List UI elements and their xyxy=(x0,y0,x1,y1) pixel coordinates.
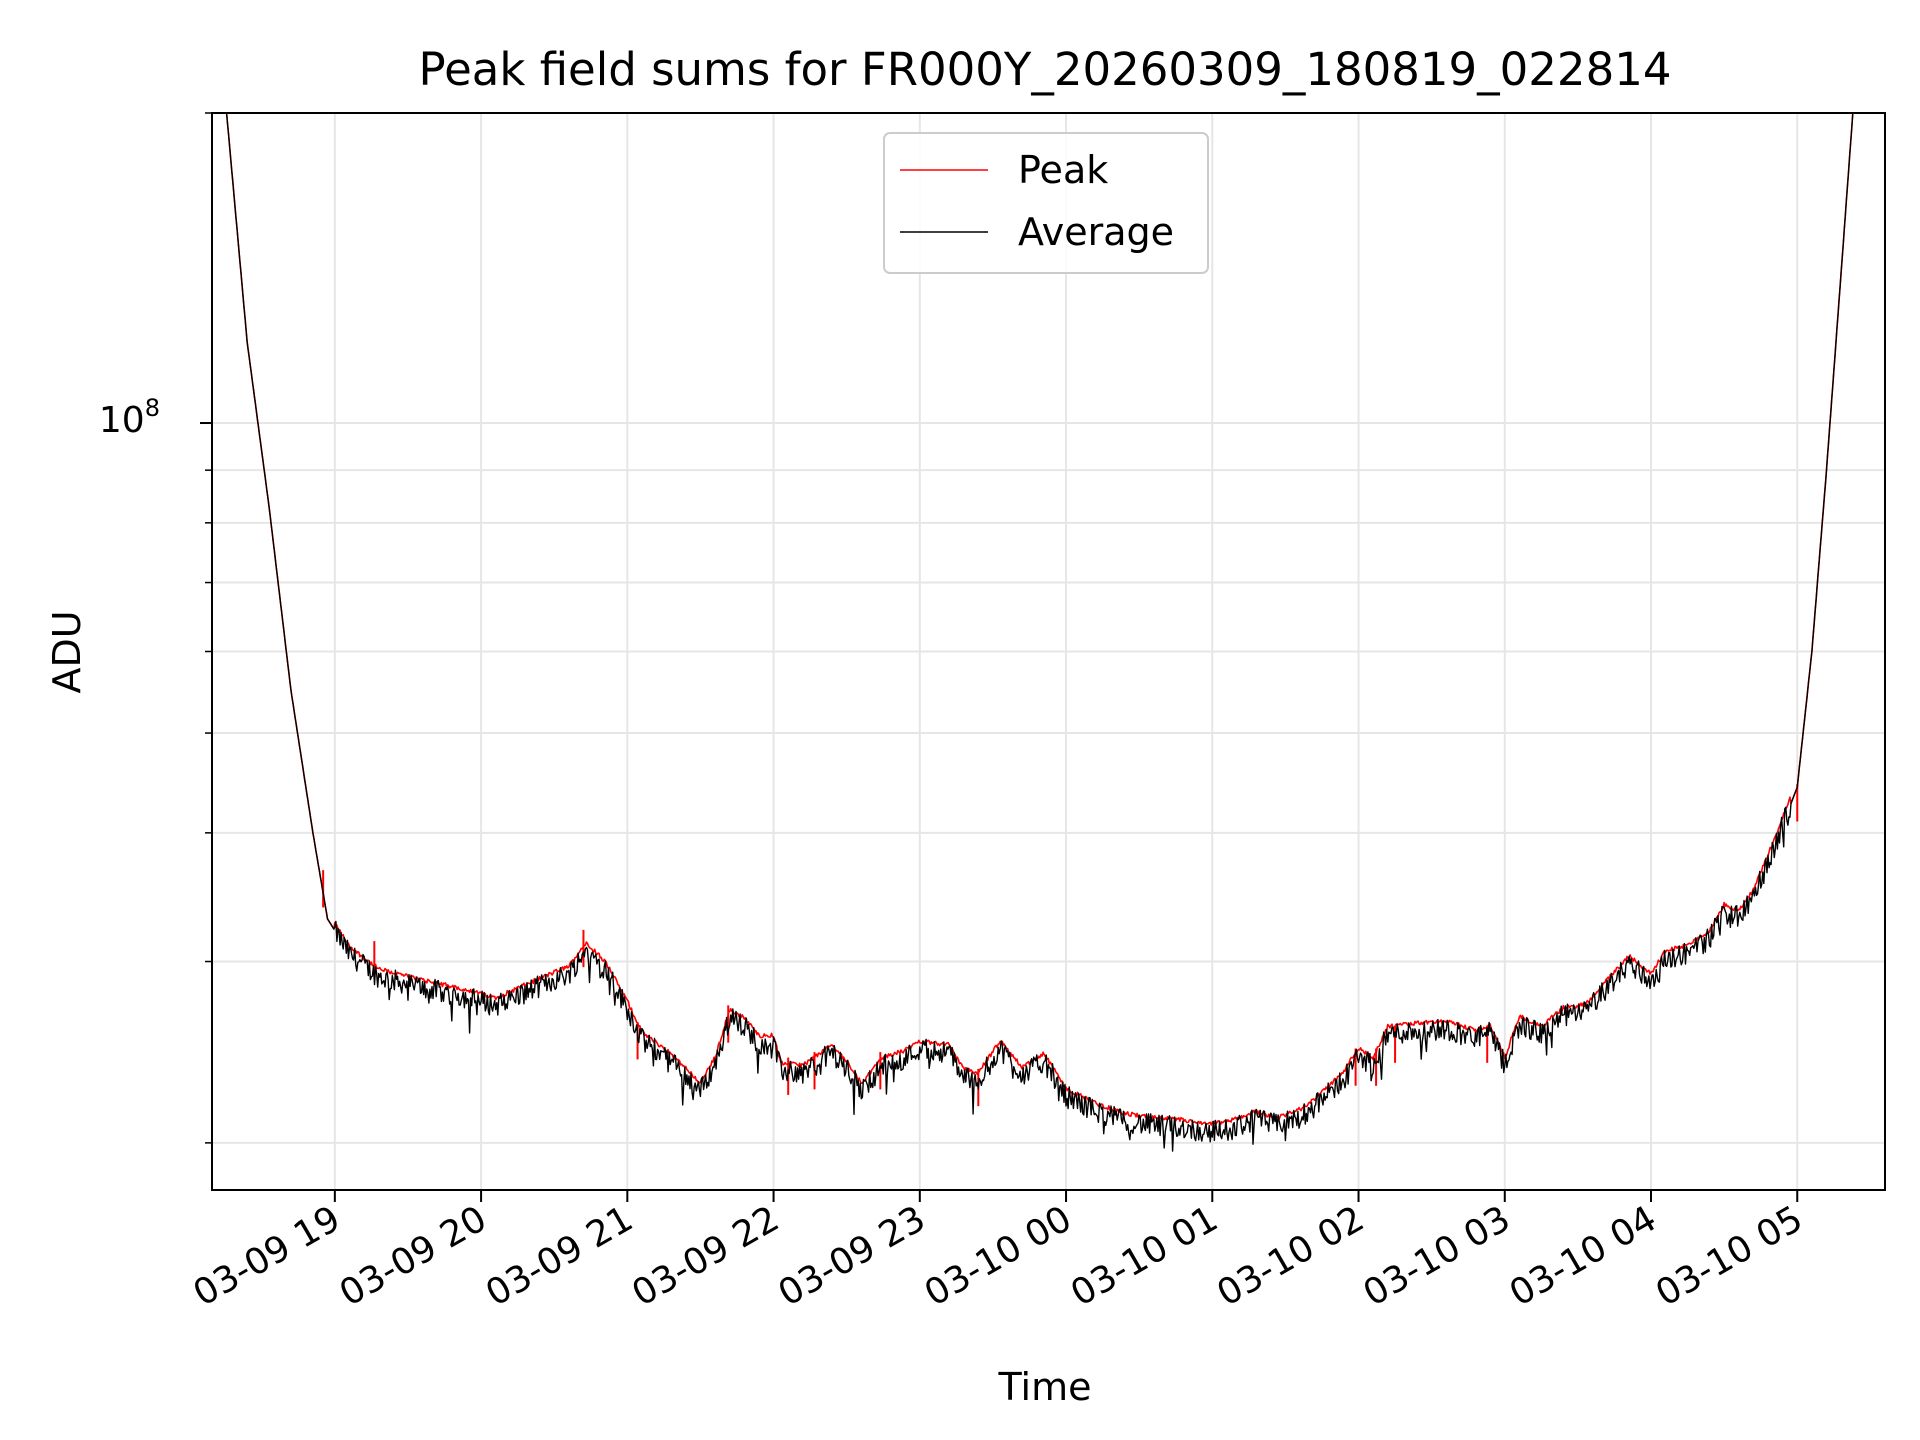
legend: Peak Average xyxy=(883,132,1209,274)
y-tick-exponent: 8 xyxy=(145,394,160,422)
series-line-average xyxy=(225,113,1854,1152)
series-line-peak xyxy=(225,113,1854,1126)
y-axis-label: ADU xyxy=(45,610,89,693)
legend-label-average: Average xyxy=(1018,210,1174,254)
legend-box xyxy=(883,132,1209,274)
y-tick-label-1e8: 108 xyxy=(99,394,160,441)
y-axis-ticks xyxy=(200,112,212,1144)
x-axis-label: Time xyxy=(998,1365,1092,1409)
legend-label-peak: Peak xyxy=(1018,148,1108,192)
chart-title: Peak field sums for FR000Y_20260309_1808… xyxy=(419,43,1672,96)
y-tick-base: 10 xyxy=(99,400,145,441)
plot-series xyxy=(225,113,1854,1152)
